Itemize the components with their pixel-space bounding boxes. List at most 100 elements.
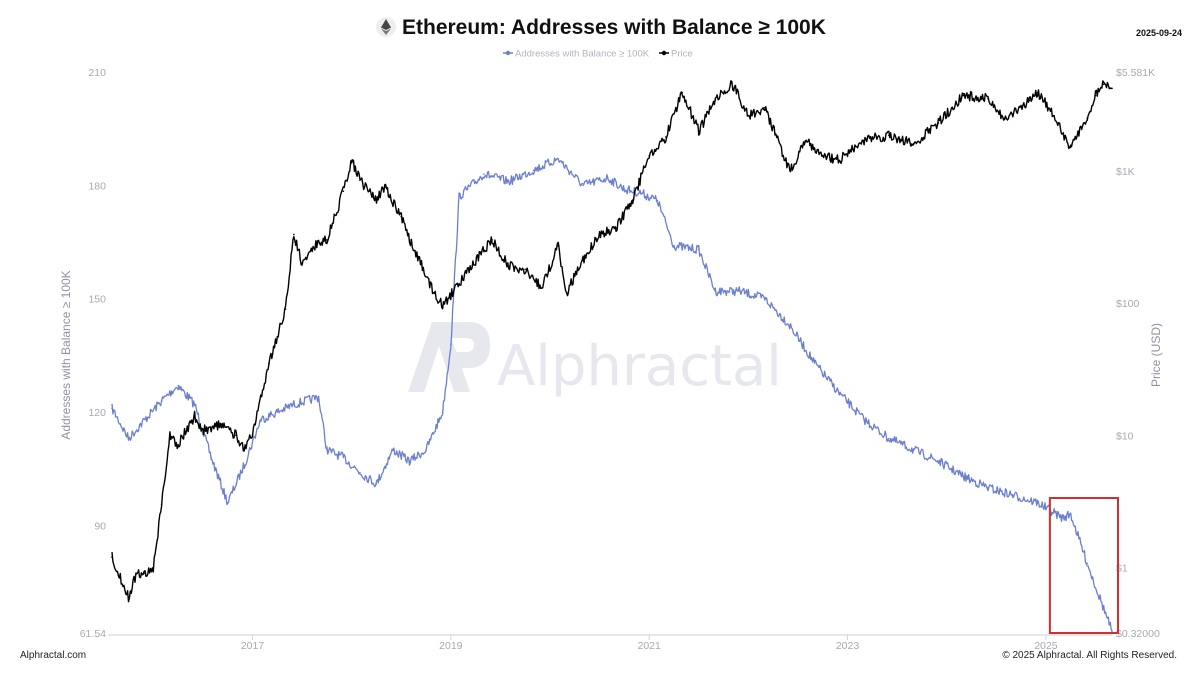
watermark: Alphractal xyxy=(408,322,782,399)
addresses-point xyxy=(359,471,361,474)
price-point xyxy=(1102,83,1105,86)
addresses-point xyxy=(259,418,262,421)
y-left-tick-label: 61.54 xyxy=(80,628,106,640)
addresses-point xyxy=(1111,630,1113,633)
addresses-point xyxy=(1069,513,1072,515)
price-point xyxy=(458,282,460,285)
price-point xyxy=(648,154,650,157)
addresses-point xyxy=(483,173,485,175)
highlight-box xyxy=(1048,497,1119,634)
addresses-point xyxy=(863,418,865,421)
price-point xyxy=(1086,117,1089,119)
addresses-point xyxy=(888,437,890,440)
price-point xyxy=(937,122,940,124)
series-line-addresses xyxy=(111,157,1113,632)
y-left-tick-label: 210 xyxy=(88,67,106,79)
addresses-point xyxy=(293,403,295,406)
y-right-tick-label: $100 xyxy=(1116,298,1140,310)
report-date: 2025-09-24 xyxy=(1136,28,1182,38)
price-point xyxy=(441,305,444,307)
price-point xyxy=(359,179,361,181)
price-point xyxy=(152,566,155,569)
price-point xyxy=(962,94,965,97)
addresses-point xyxy=(425,449,427,451)
price-point xyxy=(375,199,378,201)
addresses-point xyxy=(392,449,394,451)
x-axis-ticks: 2017 2019 2021 2023 2025 xyxy=(241,635,1058,652)
price-point xyxy=(383,186,386,189)
price-point xyxy=(631,199,634,201)
price-point xyxy=(557,245,560,247)
addresses-point xyxy=(210,456,212,459)
series-line-price xyxy=(111,80,1113,603)
price-point xyxy=(416,256,419,259)
price-point xyxy=(1036,91,1039,94)
price-point xyxy=(144,572,146,575)
price-point xyxy=(251,434,254,437)
price-point xyxy=(400,215,403,218)
price-point xyxy=(747,115,750,117)
addresses-point xyxy=(697,248,700,251)
addresses-point xyxy=(557,158,560,160)
price-point xyxy=(177,443,179,446)
price-point xyxy=(582,259,584,262)
addresses-point xyxy=(317,396,320,398)
y-left-tick-label: 120 xyxy=(88,407,106,419)
y-left-tick-label: 180 xyxy=(88,180,106,192)
addresses-point xyxy=(1061,517,1064,519)
addresses-point xyxy=(912,449,915,451)
price-point xyxy=(838,159,841,162)
price-point xyxy=(284,308,287,310)
price-point xyxy=(788,169,791,172)
price-point xyxy=(615,227,617,229)
price-point xyxy=(731,82,733,84)
price-point xyxy=(1094,94,1097,97)
price-point xyxy=(1028,99,1031,102)
addresses-point xyxy=(714,290,717,292)
price-point xyxy=(912,142,915,145)
legend[interactable]: Addresses with Balance ≥ 100K Price xyxy=(503,49,693,60)
addresses-point xyxy=(788,324,791,326)
price-point xyxy=(218,424,221,426)
price-point xyxy=(111,556,113,558)
x-tick-label: 2017 xyxy=(241,640,265,652)
addresses-point xyxy=(342,456,345,459)
addresses-point xyxy=(193,403,196,406)
price-point xyxy=(805,139,808,142)
price-point xyxy=(483,249,485,252)
addresses-point xyxy=(764,297,766,300)
addresses-point xyxy=(673,245,675,247)
footer-copyright: © 2025 Alphractal. All Rights Reserved. xyxy=(1002,650,1177,661)
addresses-point xyxy=(160,399,163,402)
addresses-point xyxy=(532,169,535,172)
legend-item-addresses[interactable]: Addresses with Balance ≥ 100K xyxy=(515,49,650,60)
addresses-point xyxy=(640,192,642,194)
addresses-point xyxy=(326,449,328,451)
price-point xyxy=(235,434,237,437)
addresses-point xyxy=(987,486,989,489)
price-point xyxy=(524,268,527,271)
price-point xyxy=(681,91,684,94)
legend-marker-addresses xyxy=(505,50,511,56)
addresses-point xyxy=(1036,501,1039,504)
legend-marker-price xyxy=(661,50,667,56)
price-point xyxy=(408,239,411,241)
ethereum-logo-icon xyxy=(376,17,396,37)
addresses-point xyxy=(813,362,816,364)
addresses-point xyxy=(441,411,444,413)
chart-title: Ethereum: Addresses with Balance ≥ 100K xyxy=(402,16,826,39)
addresses-point xyxy=(962,475,965,478)
price-point xyxy=(317,241,320,243)
footer-site: Alphractal.com xyxy=(20,650,86,661)
addresses-point xyxy=(450,343,452,345)
addresses-point xyxy=(1086,562,1089,565)
legend-item-price[interactable]: Price xyxy=(671,49,693,60)
price-point xyxy=(243,447,246,449)
addresses-point xyxy=(144,418,146,421)
x-tick-label: 2025 xyxy=(1034,640,1058,652)
price-point xyxy=(821,154,824,157)
addresses-point xyxy=(276,411,279,413)
addresses-point xyxy=(111,407,113,410)
price-point xyxy=(540,287,543,289)
